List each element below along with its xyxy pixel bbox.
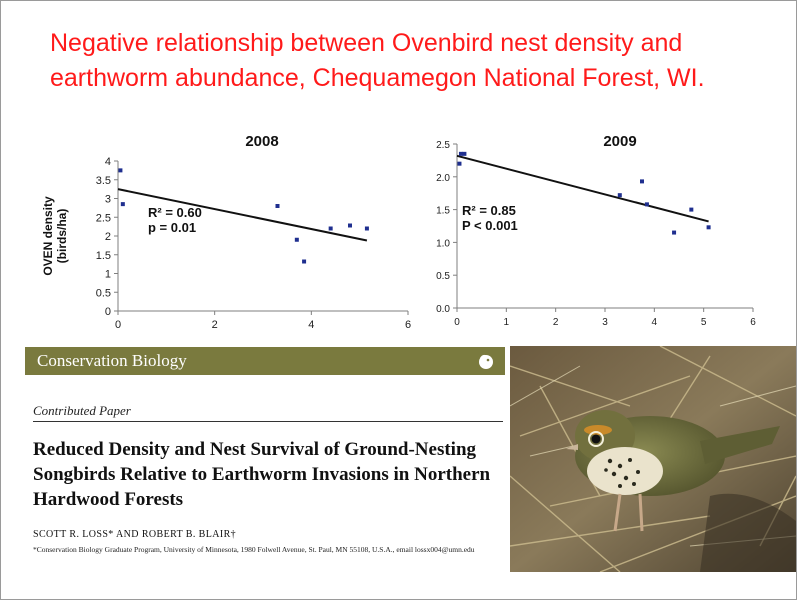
x-tick-label: 6 xyxy=(750,317,756,328)
paper-excerpt: Conservation Biology Contributed Paper R… xyxy=(25,347,505,579)
chart-2008-svg: 0 0.5 1 1.5 2 2.5 3 3.5 4 0 2 4 6 2008 OVEN density(bi… xyxy=(41,133,411,331)
trendline xyxy=(117,188,368,242)
x-tick-label: 5 xyxy=(701,317,707,328)
data-point xyxy=(457,161,462,166)
ovenbird-photo xyxy=(510,346,796,572)
data-point xyxy=(458,151,463,156)
p-value-label: P < 0.001 xyxy=(462,218,518,233)
data-point xyxy=(640,179,644,184)
data-point xyxy=(672,230,677,235)
y-tick-label: 1.5 xyxy=(96,250,111,262)
y-tick-label: 3.5 xyxy=(96,175,111,187)
x-tick-label: 4 xyxy=(308,319,314,331)
chart-title: 2009 xyxy=(603,133,636,150)
slide-title: Negative relationship between Ovenbird n… xyxy=(50,29,705,92)
y-tick-label: 0.0 xyxy=(436,304,450,315)
ovenbird-photo-image xyxy=(510,346,796,572)
y-tick-label: 0.5 xyxy=(436,271,450,282)
bird-logo-icon xyxy=(479,354,493,369)
x-tick-label: 4 xyxy=(652,317,658,328)
y-tick-label: 2.5 xyxy=(436,140,450,151)
data-point xyxy=(118,168,123,173)
y-tick-label: 3 xyxy=(105,194,111,206)
data-point xyxy=(617,193,622,198)
y-tick-label: 1.0 xyxy=(436,238,450,249)
y-axis-label-line: OVEN density xyxy=(41,196,55,276)
y-axis-label-line: (birds/ha) xyxy=(55,209,69,264)
r-squared-label: R² = 0.85 xyxy=(462,203,516,218)
x-tick-label: 0 xyxy=(454,317,460,328)
x-tick-label: 2 xyxy=(553,317,559,328)
x-tick-label: 1 xyxy=(504,317,510,328)
data-point xyxy=(294,237,299,242)
data-point xyxy=(275,204,280,208)
data-point xyxy=(328,226,333,231)
journal-banner: Conservation Biology xyxy=(25,347,505,375)
journal-name: Conservation Biology xyxy=(37,351,187,370)
y-tick-label: 1.5 xyxy=(436,206,450,217)
y-tick-label: 0.5 xyxy=(96,287,111,299)
data-point xyxy=(302,259,307,264)
chart-2008: 0 0.5 1 1.5 2 2.5 3 3.5 4 0 2 4 6 2008 OVEN density(bi… xyxy=(30,125,420,340)
y-tick-label: 4 xyxy=(105,156,111,168)
data-point xyxy=(462,151,467,156)
data-point xyxy=(644,202,649,207)
y-tick-label: 2.0 xyxy=(436,173,450,184)
data-point xyxy=(120,202,125,207)
data-point xyxy=(364,226,369,231)
paper-type: Contributed Paper xyxy=(33,403,131,418)
y-tick-label: 2.5 xyxy=(96,212,111,224)
chart-title: 2008 xyxy=(245,133,278,150)
p-value-label: p = 0.01 xyxy=(148,220,196,235)
paper-authors: SCOTT R. LOSS* AND ROBERT B. BLAIR† xyxy=(33,529,237,540)
r-squared-label: R² = 0.60 xyxy=(148,205,202,220)
x-tick-label: 2 xyxy=(212,319,218,331)
chart-2009-svg: 0.0 0.5 1.0 1.5 2.0 2.5 0 1 2 3 4 5 6 2009 R² = 0.85P … xyxy=(436,133,756,328)
y-tick-label: 2 xyxy=(105,231,111,243)
data-point xyxy=(706,225,711,230)
x-tick-label: 6 xyxy=(405,319,411,331)
y-axis-label: OVEN density(birds/ha) xyxy=(41,196,69,276)
paper-divider xyxy=(33,421,503,422)
trendline xyxy=(456,154,709,223)
x-tick-label: 0 xyxy=(115,319,121,331)
data-point xyxy=(348,223,352,228)
chart-2009: 0.0 0.5 1.0 1.5 2.0 2.5 0 1 2 3 4 5 6 2009 R² = 0.85 P … xyxy=(415,125,765,340)
x-tick-label: 3 xyxy=(602,317,608,328)
paper-affiliation: *Conservation Biology Graduate Program, … xyxy=(33,545,475,554)
y-tick-label: 0 xyxy=(105,306,111,318)
y-tick-label: 1 xyxy=(105,269,111,281)
data-point xyxy=(689,207,694,212)
paper-title: Reduced Density and Nest Survival of Gro… xyxy=(33,439,491,510)
